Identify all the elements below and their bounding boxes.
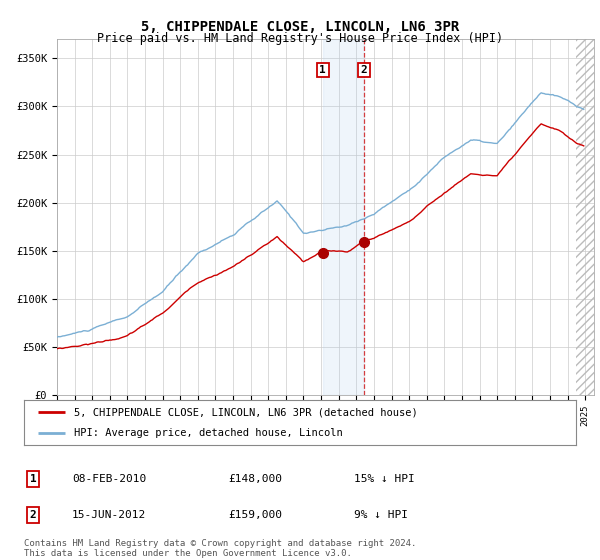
Text: Price paid vs. HM Land Registry's House Price Index (HPI): Price paid vs. HM Land Registry's House …: [97, 32, 503, 45]
Text: £159,000: £159,000: [228, 510, 282, 520]
Text: 5, CHIPPENDALE CLOSE, LINCOLN, LN6 3PR: 5, CHIPPENDALE CLOSE, LINCOLN, LN6 3PR: [141, 20, 459, 34]
Text: £148,000: £148,000: [228, 474, 282, 484]
Text: 08-FEB-2010: 08-FEB-2010: [72, 474, 146, 484]
Text: 1: 1: [319, 65, 326, 75]
Text: 9% ↓ HPI: 9% ↓ HPI: [354, 510, 408, 520]
Text: 2: 2: [361, 65, 368, 75]
Bar: [323, 39, 364, 395]
Text: 1: 1: [29, 474, 37, 484]
Bar: [577, 39, 594, 395]
Text: 2: 2: [29, 510, 37, 520]
Text: 15% ↓ HPI: 15% ↓ HPI: [354, 474, 415, 484]
Text: Contains HM Land Registry data © Crown copyright and database right 2024.
This d: Contains HM Land Registry data © Crown c…: [24, 539, 416, 558]
Text: 5, CHIPPENDALE CLOSE, LINCOLN, LN6 3PR (detached house): 5, CHIPPENDALE CLOSE, LINCOLN, LN6 3PR (…: [74, 408, 418, 418]
Text: 15-JUN-2012: 15-JUN-2012: [72, 510, 146, 520]
Text: HPI: Average price, detached house, Lincoln: HPI: Average price, detached house, Linc…: [74, 428, 343, 438]
